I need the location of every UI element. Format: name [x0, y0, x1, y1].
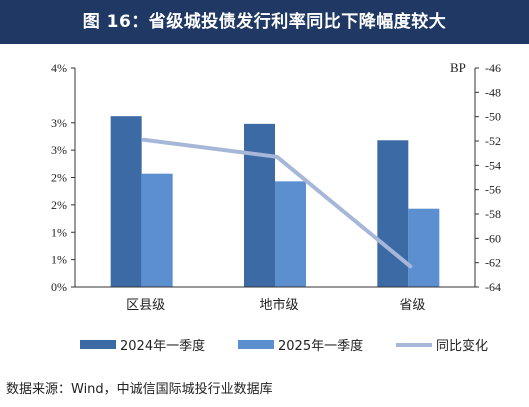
bar-2025 — [275, 181, 306, 287]
right-tick-label: -60 — [485, 231, 501, 245]
right-tick-label: -58 — [485, 207, 501, 221]
chart: 0% 1% 1% 2% 2% 3% 3% 4% -46 -48 -50 -52 -54 -56 -58 -6… — [51, 60, 501, 354]
left-tick-label: 2% — [51, 198, 67, 212]
legend-label: 2024年一季度 — [120, 338, 205, 354]
x-tick-label: 地市级 — [259, 297, 298, 313]
bar-2024 — [377, 140, 409, 287]
source-note: 数据来源：Wind，中诚信国际城投行业数据库 — [6, 382, 273, 397]
right-axis-unit-label: BP — [450, 60, 466, 75]
bar-2024 — [110, 116, 142, 288]
right-tick-label: -56 — [485, 183, 501, 197]
legend-swatch — [80, 340, 116, 349]
left-axis: 0% 1% 1% 2% 2% 3% 3% 4% — [51, 61, 76, 294]
legend-swatch — [238, 340, 274, 349]
right-tick-label: -48 — [485, 85, 501, 99]
right-axis: -46 -48 -50 -52 -54 -56 -58 -60 -62 -64 — [474, 61, 501, 294]
left-tick-label: 3% — [51, 143, 67, 157]
legend-label: 同比变化 — [436, 338, 488, 354]
left-tick-label: 4% — [51, 61, 67, 75]
legend: 2024年一季度 2025年一季度 同比变化 — [80, 338, 488, 354]
right-tick-label: -64 — [485, 280, 501, 294]
bar-2025 — [408, 208, 440, 287]
x-axis: 区县级 地市级 省级 — [75, 286, 475, 313]
yoy-line — [141, 137, 413, 269]
right-tick-label: -46 — [485, 61, 501, 75]
left-tick-label: 2% — [51, 171, 67, 185]
x-tick-label: 区县级 — [126, 298, 165, 313]
left-tick-label: 3% — [51, 116, 67, 130]
chart-title: 图 16：省级城投债发行利率同比下降幅度较大 — [0, 0, 529, 44]
left-tick-label: 1% — [51, 253, 67, 267]
left-tick-label: 0% — [51, 280, 67, 294]
legend-label: 2025年一季度 — [278, 338, 363, 354]
x-tick-label: 省级 — [399, 298, 425, 313]
right-tick-label: -62 — [485, 256, 501, 270]
right-tick-label: -54 — [485, 158, 501, 172]
left-tick-label: 1% — [51, 225, 67, 239]
bar-2024 — [244, 123, 275, 287]
right-tick-label: -52 — [485, 134, 501, 148]
bar-2025 — [141, 173, 173, 287]
right-tick-label: -50 — [485, 110, 501, 124]
